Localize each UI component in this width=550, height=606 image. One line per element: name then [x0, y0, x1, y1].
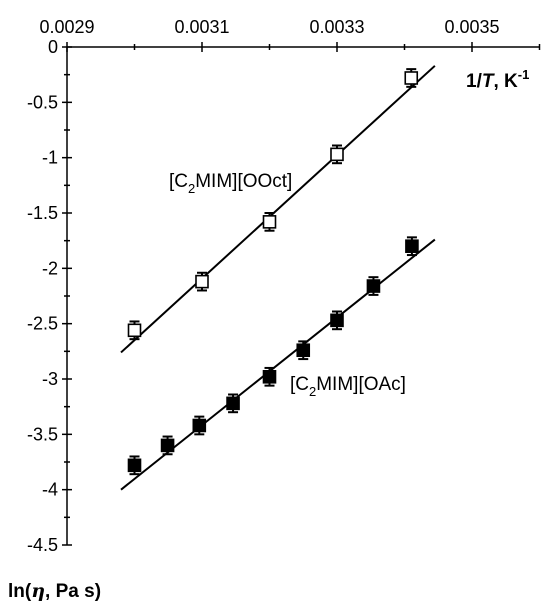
y-tick-label: -0.5 [27, 92, 58, 112]
x-tick-label: 0.0031 [174, 17, 229, 37]
data-point-open [330, 147, 344, 162]
data-point-open [127, 323, 142, 338]
data-point-open [404, 71, 419, 85]
data-point-filled [226, 396, 240, 411]
x-tick-label: 0.0035 [444, 17, 499, 37]
y-axis-ticks: 0 -0.5 -1 -1.5 -2 -2.5 -3 -3.5 -4 -4.5 [27, 37, 72, 555]
x-tick-label: 0.0029 [39, 17, 94, 37]
x-axis-title: 1/T, K-1 [466, 67, 529, 92]
data-point-filled [192, 418, 207, 433]
y-tick-label: -1.5 [27, 203, 58, 223]
data-point-filled [296, 343, 311, 358]
data-point-open [195, 274, 209, 289]
y-tick-label: -4.5 [27, 535, 58, 555]
data-point-filled [405, 239, 419, 253]
y-tick-label: 0 [48, 37, 58, 57]
x-axis-ticks: 0.0029 0.0031 0.0033 0.0035 [39, 17, 541, 52]
data-point-filled [330, 313, 344, 328]
y-tick-label: -4 [42, 480, 58, 500]
y-tick-label: -2 [42, 258, 58, 278]
data-point-filled [262, 369, 277, 384]
x-tick-label: 0.0033 [309, 17, 364, 37]
y-tick-label: -3.5 [27, 424, 58, 444]
y-tick-label: -2.5 [27, 314, 58, 334]
data-point-filled [127, 458, 142, 473]
series-label-oac: [C2MIM][OAc] [290, 374, 406, 399]
data-point-open [262, 215, 277, 229]
data-point-filled [160, 438, 175, 453]
y-axis-title: ln(η, Pa s) [8, 580, 101, 602]
fit-line [120, 65, 436, 354]
data-point-filled [366, 279, 381, 293]
series-label-ooct: [C2MIM][OOct] [169, 171, 292, 196]
y-tick-label: -1 [42, 148, 58, 168]
y-tick-label: -3 [42, 369, 58, 389]
series-ooct [120, 65, 436, 354]
series-oac [120, 236, 436, 491]
